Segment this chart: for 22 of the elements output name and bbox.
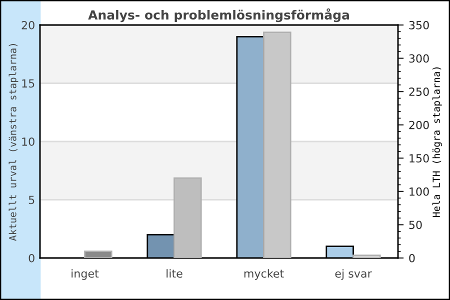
y2-tick-label: 100 <box>410 187 429 196</box>
x-tick-label: lite <box>166 269 182 278</box>
y2-tick-label: 350 <box>409 20 429 30</box>
y-tick-label: 5 <box>28 196 34 204</box>
y-tick-label: 15 <box>22 79 34 88</box>
x-tick-label: mycket <box>244 269 284 280</box>
y2-tick-label: 250 <box>409 88 429 96</box>
y2-tick-label: 200 <box>409 120 429 130</box>
x-tick-label: ej svar <box>335 269 372 280</box>
y2-tick-label: 0 <box>409 254 415 262</box>
chart-title: Analys- och problemlösningsförmåga <box>88 8 349 22</box>
y-axis-title: Aktuellt urval (vänstra staplarna) <box>8 44 18 241</box>
bar <box>84 250 112 258</box>
bar <box>174 177 202 258</box>
y-tick-label: 20 <box>22 20 34 30</box>
y2-tick-label: 50 <box>409 220 422 230</box>
y-tick-label: 10 <box>22 137 34 146</box>
x-tick-label: inget <box>72 269 99 280</box>
y2-tick-label: 300 <box>409 54 429 63</box>
y2-tick-label: 150 <box>410 154 429 163</box>
y2-axis-title: Hela LTH (högra staplarna) <box>432 67 442 217</box>
y-tick-label: 0 <box>28 254 34 262</box>
